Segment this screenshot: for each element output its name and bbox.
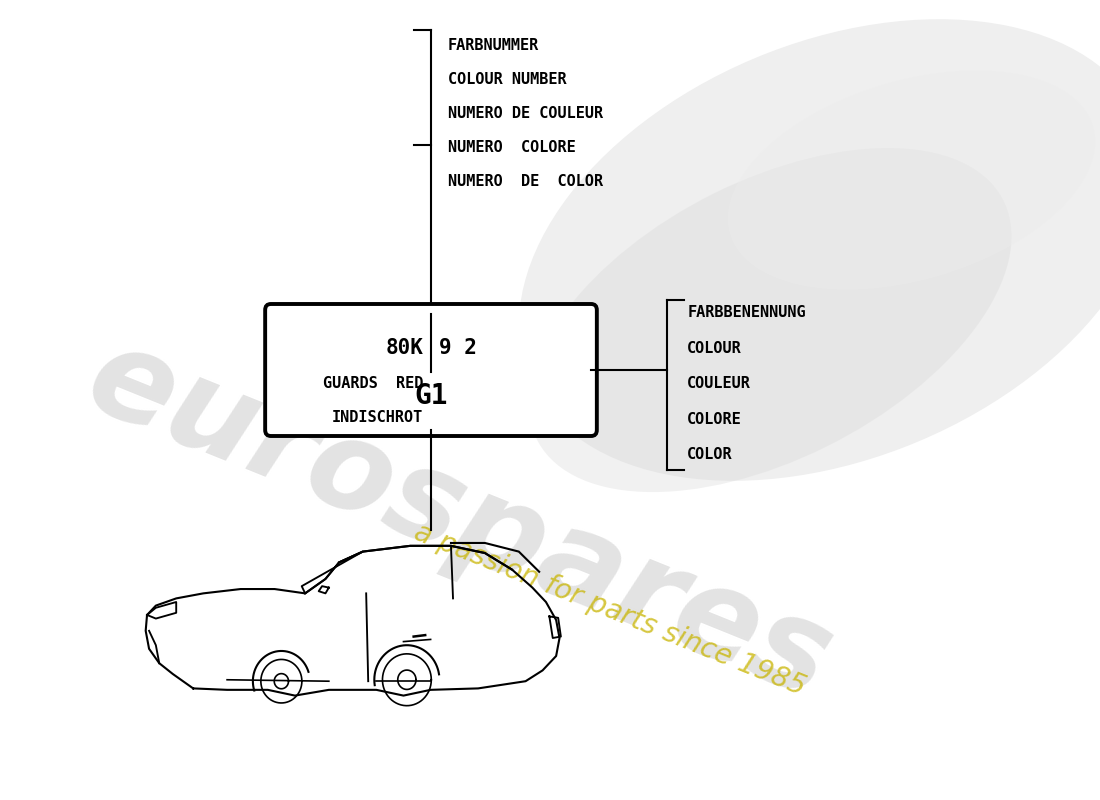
Text: COLOR: COLOR (688, 447, 733, 462)
Text: NUMERO  DE  COLOR: NUMERO DE COLOR (448, 174, 603, 189)
Ellipse shape (728, 70, 1096, 290)
Text: NUMERO  COLORE: NUMERO COLORE (448, 140, 575, 155)
Text: COLOUR NUMBER: COLOUR NUMBER (448, 72, 566, 87)
Text: INDISCHROT: INDISCHROT (332, 410, 424, 425)
Text: COLOUR: COLOUR (688, 341, 742, 355)
Ellipse shape (519, 19, 1100, 481)
Text: a passion for parts since 1985: a passion for parts since 1985 (410, 518, 810, 702)
Text: FARBNUMMER: FARBNUMMER (448, 38, 539, 53)
Text: GUARDS  RED: GUARDS RED (323, 376, 424, 391)
Text: 9 2: 9 2 (439, 338, 476, 358)
Text: 80K: 80K (386, 338, 424, 358)
Text: G1: G1 (415, 382, 448, 410)
Ellipse shape (529, 148, 1012, 492)
Text: FARBBENENNUNG: FARBBENENNUNG (688, 305, 806, 320)
Text: eurospares: eurospares (70, 316, 848, 724)
Text: COULEUR: COULEUR (688, 376, 751, 391)
Text: COLORE: COLORE (688, 412, 742, 426)
Text: NUMERO DE COULEUR: NUMERO DE COULEUR (448, 106, 603, 121)
FancyBboxPatch shape (265, 304, 597, 436)
